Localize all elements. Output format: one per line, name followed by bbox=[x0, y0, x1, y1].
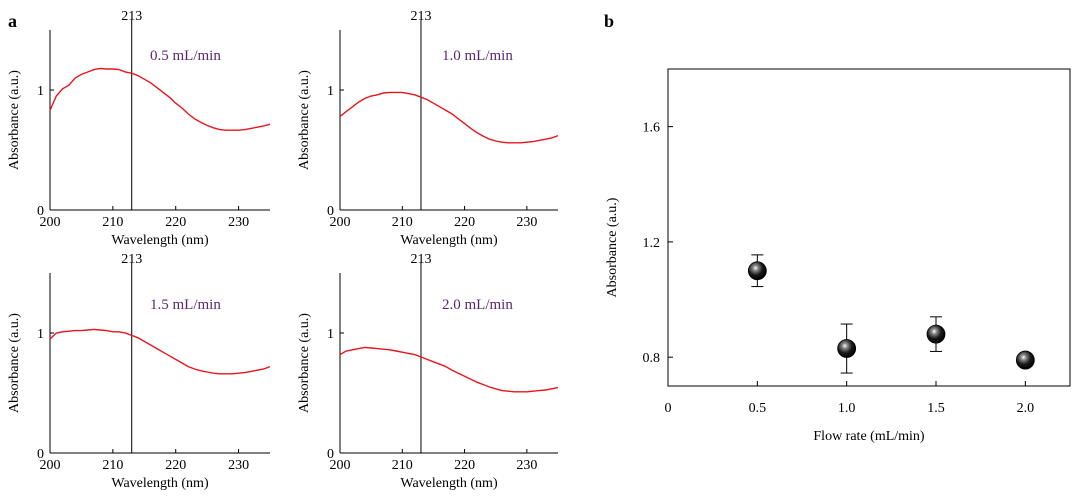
x-axis-label: Wavelength (nm) bbox=[400, 476, 498, 491]
x-tick-label: 230 bbox=[516, 215, 537, 230]
x-tick-label: 1.0 bbox=[838, 401, 856, 416]
y-axis-label: Absorbance (a.u.) bbox=[605, 197, 620, 297]
x-axis-label: Flow rate (mL/min) bbox=[813, 429, 925, 444]
y-axis-label: Absorbance (a.u.) bbox=[7, 70, 22, 170]
x-tick-label: 200 bbox=[330, 215, 351, 230]
flow-rate-plot: 0 0.5 1.0 1.5 2.0 0.8 1.2 1.6 Flow rate (mL/min)… bbox=[605, 68, 1071, 444]
panel-letter-a: a bbox=[8, 11, 17, 31]
y-tick-label: 1.6 bbox=[643, 121, 661, 136]
panel-letter-b: b bbox=[604, 11, 614, 31]
data-point bbox=[1015, 350, 1035, 370]
x-tick-label: 230 bbox=[228, 458, 249, 473]
x-tick-label: 210 bbox=[102, 458, 123, 473]
y-tick-label: 0 bbox=[327, 204, 334, 219]
x-tick-label: 200 bbox=[40, 458, 61, 473]
y-tick-label: 0 bbox=[37, 447, 44, 462]
flow-rate-label: 0.5 mL/min bbox=[150, 48, 221, 64]
x-tick-label: 0.5 bbox=[749, 401, 767, 416]
x-tick-label: 230 bbox=[228, 215, 249, 230]
x-tick-label: 210 bbox=[392, 458, 413, 473]
x-axis-label: Wavelength (nm) bbox=[400, 233, 498, 248]
x-tick-label: 1.5 bbox=[927, 401, 945, 416]
flow-rate-label: 1.0 mL/min bbox=[442, 48, 513, 64]
y-tick-label: 0 bbox=[37, 204, 44, 219]
reference-line-label: 213 bbox=[410, 9, 431, 24]
y-axis-label: Absorbance (a.u.) bbox=[7, 313, 22, 413]
spectrum-plot-2: 200 210 220 230 0 1 Wavelength (nm) Absorbance … bbox=[297, 9, 559, 248]
x-axis-label: Wavelength (nm) bbox=[111, 476, 209, 491]
x-tick-label: 220 bbox=[454, 215, 475, 230]
data-point bbox=[837, 339, 857, 358]
y-tick-label: 1.2 bbox=[643, 236, 661, 251]
y-axis-label: Absorbance (a.u.) bbox=[297, 313, 312, 413]
reference-line-label: 213 bbox=[410, 252, 431, 267]
x-tick-label: 220 bbox=[454, 458, 475, 473]
x-tick-label: 200 bbox=[40, 215, 61, 230]
plot-frame bbox=[667, 68, 1071, 387]
x-tick-label: 220 bbox=[165, 215, 186, 230]
x-tick-label: 230 bbox=[516, 458, 537, 473]
y-tick-label: 1 bbox=[37, 327, 44, 342]
y-axis-label: Absorbance (a.u.) bbox=[297, 70, 312, 170]
x-tick-label: 200 bbox=[330, 458, 351, 473]
spectrum-line bbox=[49, 67, 271, 131]
spectrum-plot-1: 200 210 220 230 0 1 Wavelength (nm) Absorbance … bbox=[7, 9, 271, 248]
y-tick-label: 1 bbox=[37, 84, 44, 99]
y-tick-label: 0 bbox=[327, 447, 334, 462]
y-tick-label: 1 bbox=[327, 84, 334, 99]
reference-line-label: 213 bbox=[121, 9, 142, 24]
data-point bbox=[926, 324, 946, 344]
spectrum-plot-3: 200 210 220 230 0 1 Wavelength (nm) Absorbance … bbox=[7, 252, 271, 491]
x-tick-label: 210 bbox=[392, 215, 413, 230]
flow-rate-label: 1.5 mL/min bbox=[150, 297, 221, 313]
flow-rate-label: 2.0 mL/min bbox=[442, 297, 513, 313]
y-tick-label: 0.8 bbox=[643, 351, 661, 366]
data-point bbox=[747, 261, 767, 281]
spectrum-plot-4: 200 210 220 230 0 1 Wavelength (nm) Absorbance … bbox=[297, 252, 559, 491]
spectrum-line bbox=[49, 328, 271, 375]
x-axis-label: Wavelength (nm) bbox=[111, 233, 209, 248]
x-tick-label: 0 bbox=[665, 401, 672, 416]
x-tick-label: 2.0 bbox=[1017, 401, 1035, 416]
spectrum-line bbox=[339, 91, 559, 144]
y-tick-label: 1 bbox=[327, 327, 334, 342]
x-tick-label: 210 bbox=[102, 215, 123, 230]
spectrum-line bbox=[339, 346, 559, 393]
reference-line-label: 213 bbox=[121, 252, 142, 267]
x-tick-label: 220 bbox=[165, 458, 186, 473]
